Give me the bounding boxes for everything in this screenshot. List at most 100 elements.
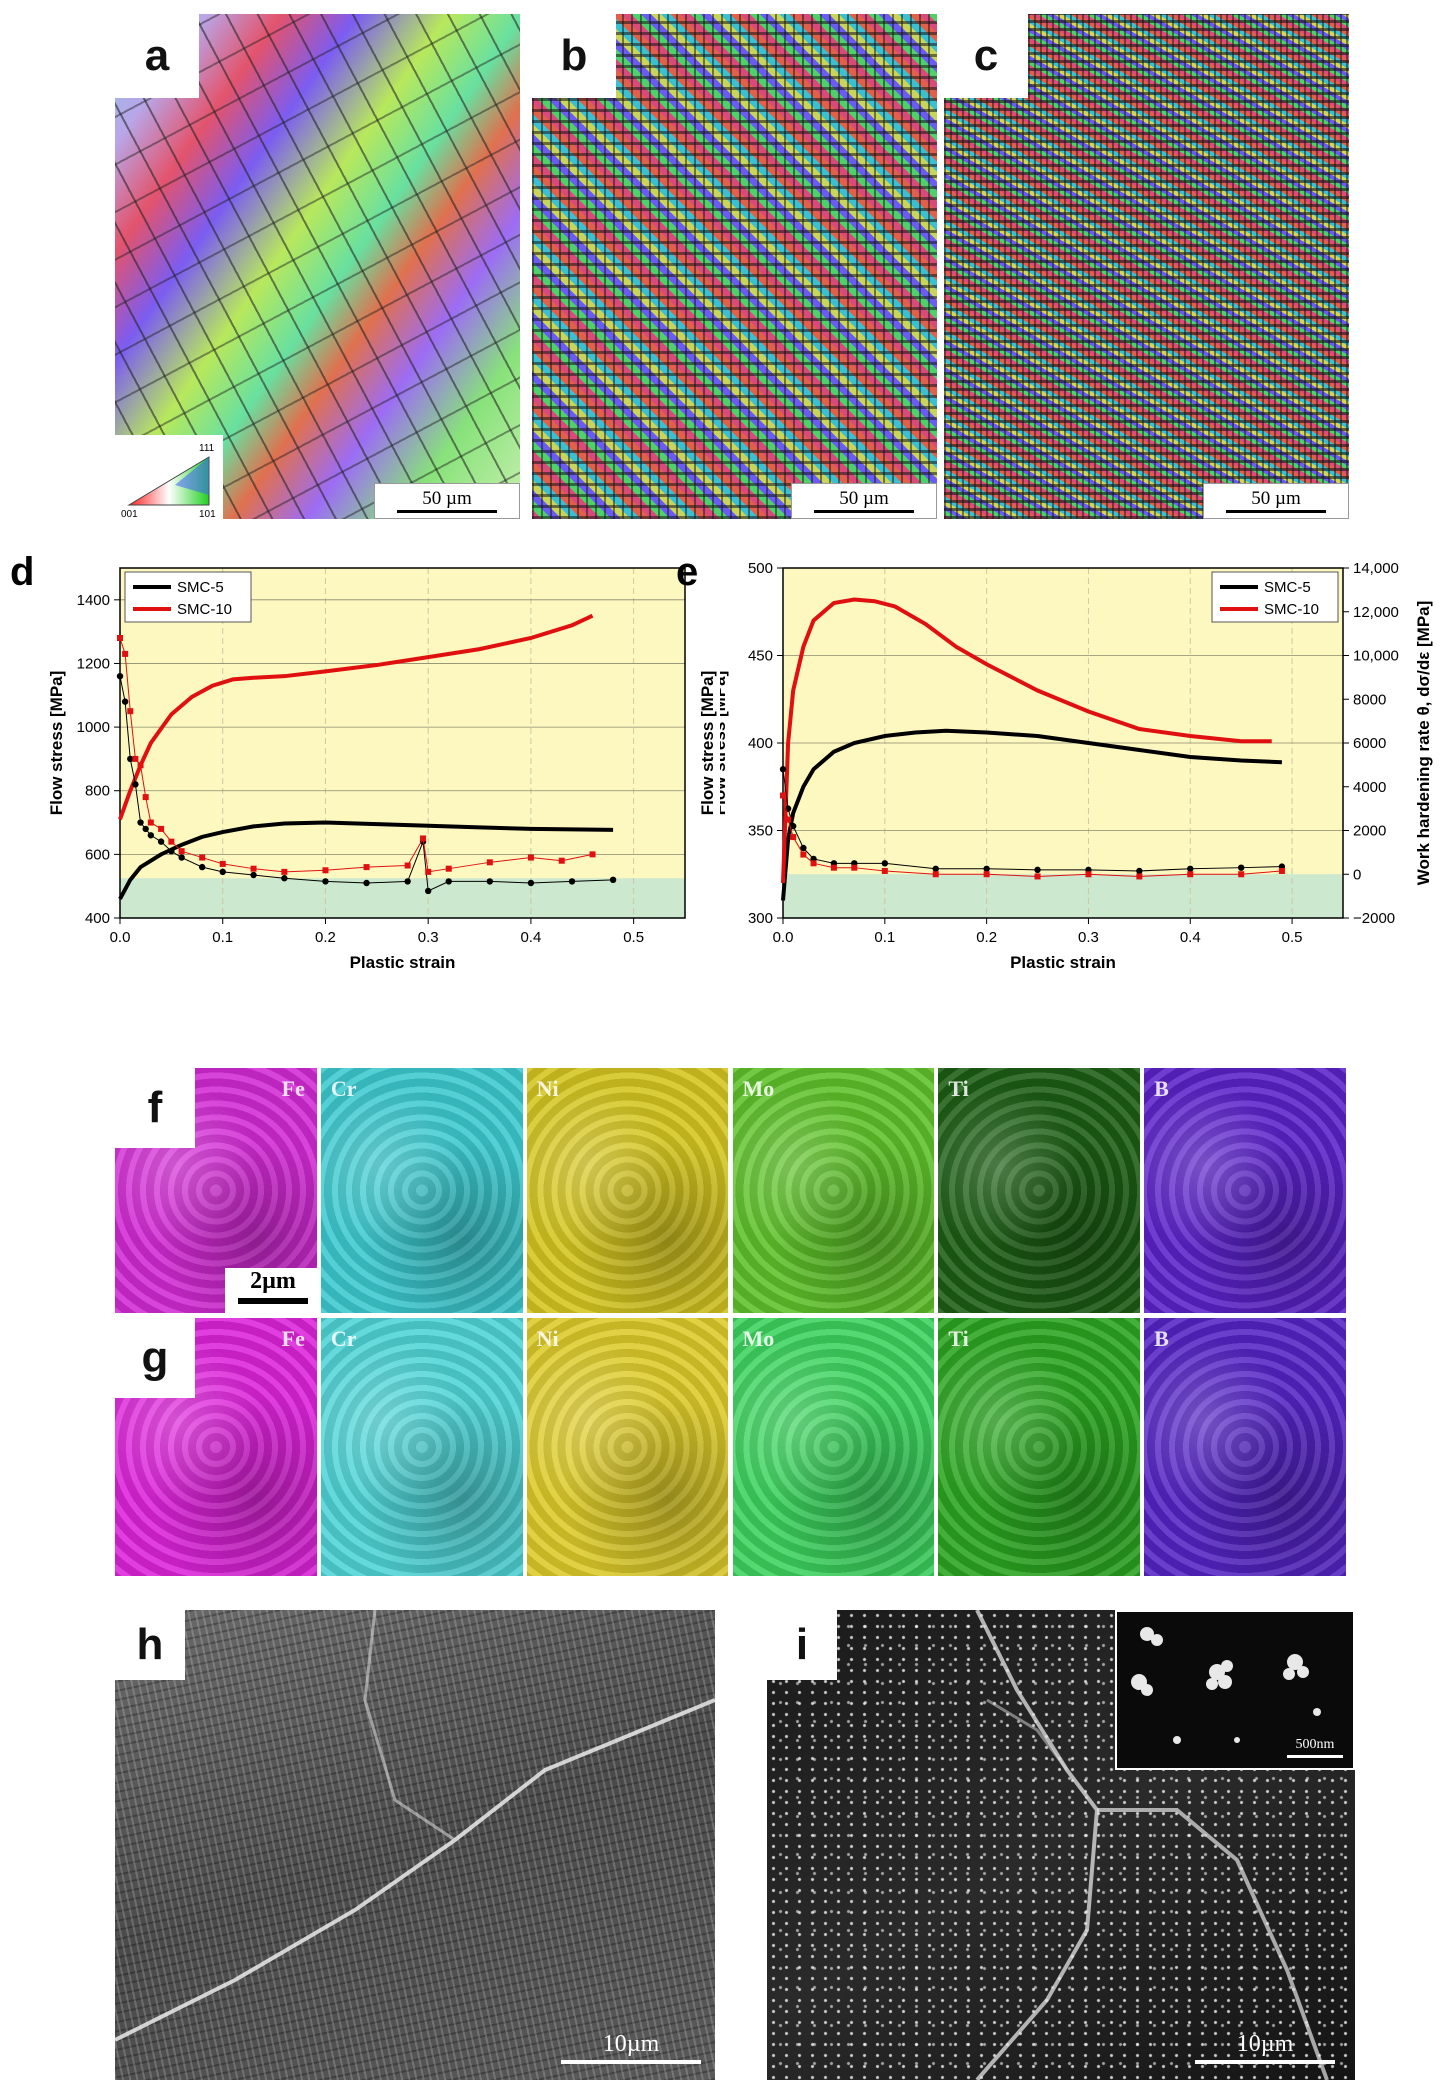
panel-label-b: b xyxy=(532,14,616,98)
panel-label-i: i xyxy=(767,1610,837,1680)
scale-label-b: 50 µm xyxy=(839,488,889,509)
ebsd-map-a: a 001 101 111 50 µm xyxy=(115,14,520,519)
chart-e-rtick-label-7: 12,000 xyxy=(1353,604,1399,621)
chart-e-point-smc-10-2 xyxy=(790,834,797,841)
sem-image-h: h 10µm xyxy=(115,1610,715,2080)
chart-e-point-smc-10-12 xyxy=(1136,873,1143,880)
grain-boundary-line xyxy=(115,1610,715,2042)
chart-d-point-smc-5-16 xyxy=(404,878,411,885)
chart-d-ytick-label-3: 1000 xyxy=(77,719,110,736)
chart-d-point-smc-10-3 xyxy=(132,755,139,762)
chart-e-point-smc-5-2 xyxy=(789,822,797,830)
chart-d-point-smc-10-20 xyxy=(486,859,493,866)
panel-label-a: a xyxy=(115,14,199,98)
chart-d-legend-label-0: SMC-5 xyxy=(177,579,224,596)
chart-d: 0.0 0.1 0.2 0.3 0.4 0.5 400 600 800 1000 1200 1400 P… xyxy=(47,567,717,972)
scale-label-i: 10µm xyxy=(1236,2031,1294,2057)
eds-map-cr: Cr xyxy=(320,1318,523,1576)
eds-map-ti: Ti xyxy=(938,1318,1141,1576)
chart-e-legend-label-1: SMC-10 xyxy=(1264,601,1319,618)
chart-d-series-smc-5-flow xyxy=(118,820,614,900)
chart-e-point-smc-10-13 xyxy=(1187,871,1194,878)
chart-d-point-smc-10-1 xyxy=(122,650,129,657)
chart-e-rtick-label-2: 2000 xyxy=(1353,823,1386,840)
chart-e-series-smc-5-hardening xyxy=(782,769,1282,872)
chart-d-negative-band xyxy=(120,878,685,918)
chart-d-ylabel: Flow stress [MPa] xyxy=(47,671,66,816)
chart-d-point-smc-5-20 xyxy=(486,878,494,885)
chart-e-point-smc-5-14 xyxy=(1237,864,1245,871)
chart-e-point-smc-5-3 xyxy=(800,844,807,852)
chart-e-xtick-label-1: 0.1 xyxy=(874,929,895,946)
chart-d-point-smc-5-10 xyxy=(198,863,206,871)
scale-label-c: 50 µm xyxy=(1251,488,1301,509)
chart-e-point-smc-5-7 xyxy=(881,860,889,867)
sem-image-i: i 500nm 10µm xyxy=(767,1610,1355,2080)
chart-d-legend xyxy=(124,571,252,623)
chart-d-point-smc-10-23 xyxy=(589,851,596,858)
chart-d-ytick-label-5: 1400 xyxy=(77,592,110,609)
chart-e-ylabel-right: Work hardening rate θ, dσ/dε [MPa] xyxy=(1414,601,1433,886)
chart-e-point-smc-10-3 xyxy=(800,851,807,858)
eds-map-b: B xyxy=(1144,1068,1346,1313)
scale-bar-eds: 2µm xyxy=(225,1268,321,1314)
chart-d-point-smc-10-2 xyxy=(127,708,134,715)
chart-e-rtick-label-1: 0 xyxy=(1353,866,1361,883)
chart-d-point-smc-5-0 xyxy=(116,672,124,680)
chart-e-rtick-label-4: 6000 xyxy=(1353,735,1386,752)
ipf-color-key: 001 101 111 xyxy=(115,435,223,519)
chart-d-point-smc-10-6 xyxy=(147,819,154,826)
eds-map-mo: Mo xyxy=(732,1318,935,1576)
chart-e-point-smc-10-4 xyxy=(810,860,817,867)
chart-e-xtick-label-5: 0.5 xyxy=(1282,929,1303,946)
chart-e-point-smc-5-9 xyxy=(983,865,990,872)
ebsd-map-c: c 50 µm xyxy=(944,14,1349,519)
scale-bar-inset: 500nm xyxy=(1287,1737,1343,1758)
chart-d-xlabel: Plastic strain xyxy=(350,953,456,972)
chart-d-legend-label-1: SMC-10 xyxy=(177,601,232,618)
chart-e-point-smc-10-6 xyxy=(851,864,858,871)
panel-label-h: h xyxy=(115,1610,185,1680)
chart-e-point-smc-5-0 xyxy=(779,766,787,773)
chart-d-point-smc-5-6 xyxy=(147,832,155,839)
eds-element-label-fe: Fe xyxy=(281,1076,305,1101)
chart-e-series-smc-10-flow xyxy=(781,597,1272,884)
chart-e-point-smc-10-11 xyxy=(1085,871,1092,878)
chart-d-xtick-label-0: 0.0 xyxy=(110,929,131,946)
chart-e-xtick-label-4: 0.4 xyxy=(1180,929,1201,946)
chart-d-point-smc-5-15 xyxy=(363,879,370,887)
chart-d-point-smc-10-7 xyxy=(158,825,165,832)
chart-e-rtick-label-0: −2000 xyxy=(1353,910,1395,927)
scale-label-h: 10µm xyxy=(602,2031,660,2057)
chart-d-xtick-label-4: 0.4 xyxy=(520,929,541,946)
chart-d-point-smc-5-22 xyxy=(568,878,576,885)
chart-d-ytick-label-1: 600 xyxy=(85,846,110,863)
chart-e-legend-label-0: SMC-5 xyxy=(1264,579,1311,596)
chart-e-series-smc-5-flow xyxy=(781,728,1282,901)
chart-d-frame xyxy=(119,567,686,919)
chart-d-point-smc-10-10 xyxy=(199,854,206,861)
chart-e-point-smc-5-10 xyxy=(1034,866,1041,874)
chart-e-rtick-label-6: 10,000 xyxy=(1353,648,1399,665)
chart-d-point-smc-5-9 xyxy=(178,854,185,861)
chart-d-point-smc-5-23 xyxy=(609,876,617,884)
chart-e-legend xyxy=(1211,571,1339,623)
chart-d-point-smc-10-11 xyxy=(219,860,226,867)
chart-d-point-smc-10-12 xyxy=(250,865,257,872)
scale-label-eds: 2µm xyxy=(250,1268,296,1294)
chart-d-point-smc-10-9 xyxy=(178,848,185,855)
eds-element-label-b: B xyxy=(1154,1326,1169,1351)
chart-d-ytick-label-2: 800 xyxy=(85,783,110,800)
chart-e-point-smc-10-5 xyxy=(830,864,837,871)
chart-e-point-smc-5-8 xyxy=(932,865,939,872)
scale-bar-b: 50 µm xyxy=(791,483,937,519)
eds-element-label-ti: Ti xyxy=(948,1326,969,1351)
inset-image: 500nm xyxy=(1115,1610,1355,1770)
chart-e-point-smc-5-12 xyxy=(1136,867,1143,875)
eds-element-label-ti: Ti xyxy=(948,1076,969,1101)
chart-e-series-smc-10-hardening xyxy=(782,795,1282,877)
eds-element-label-fe: Fe xyxy=(281,1326,305,1351)
panel-label-c: c xyxy=(944,14,1028,98)
ebsd-map-b: b 50 µm xyxy=(532,14,937,519)
chart-d-point-smc-10-15 xyxy=(363,864,370,871)
